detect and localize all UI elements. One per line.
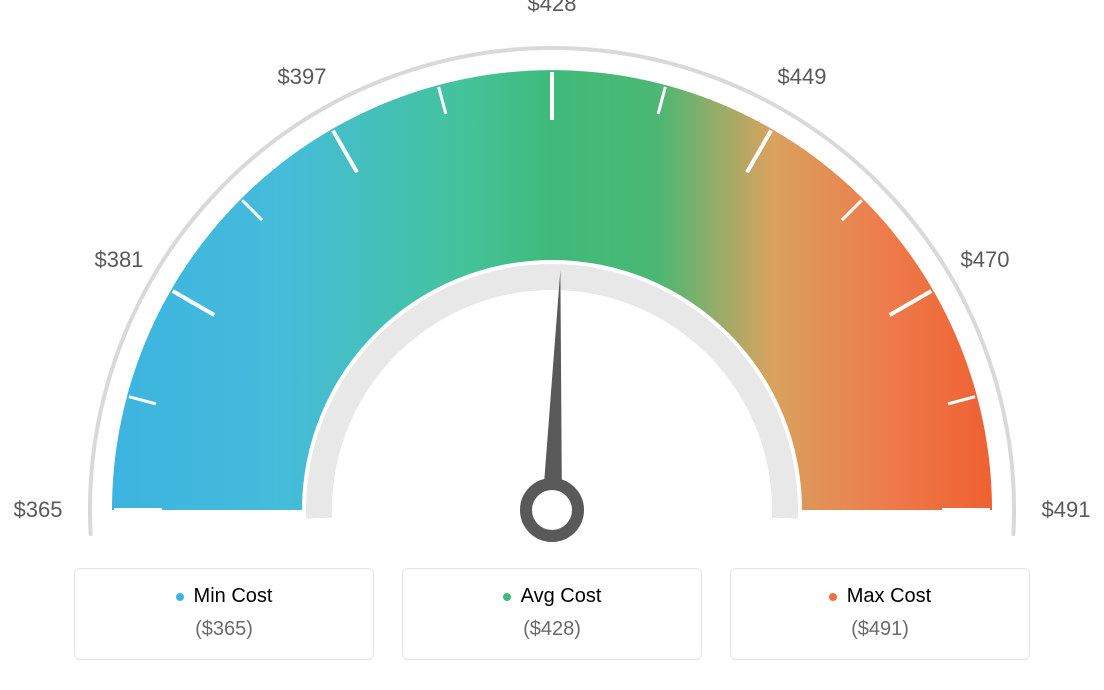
legend-avg-label: Avg Cost: [521, 585, 602, 608]
legend-max-label: Max Cost: [847, 585, 931, 608]
legend-min-value: ($365): [75, 618, 373, 641]
gauge-tick-label: $449: [778, 64, 827, 90]
legend-row: Min Cost ($365) Avg Cost ($428) Max Cost…: [74, 568, 1030, 660]
legend-card-avg: Avg Cost ($428): [402, 568, 702, 660]
dot-icon: [829, 593, 837, 601]
gauge-tick-label: $397: [278, 64, 327, 90]
legend-card-max: Max Cost ($491): [730, 568, 1030, 660]
legend-max-value: ($491): [731, 618, 1029, 641]
cost-gauge: $365$381$397$428$449$470$491: [52, 30, 1052, 550]
legend-min-label: Min Cost: [194, 585, 273, 608]
gauge-tick-label: $428: [528, 0, 577, 17]
gauge-tick-label: $365: [14, 497, 63, 523]
gauge-svg: [52, 30, 1052, 550]
dot-icon: [503, 593, 511, 601]
gauge-tick-label: $381: [95, 247, 144, 273]
gauge-tick-label: $491: [1042, 497, 1091, 523]
legend-card-min: Min Cost ($365): [74, 568, 374, 660]
legend-avg-value: ($428): [403, 618, 701, 641]
dot-icon: [176, 593, 184, 601]
gauge-tick-label: $470: [961, 247, 1010, 273]
